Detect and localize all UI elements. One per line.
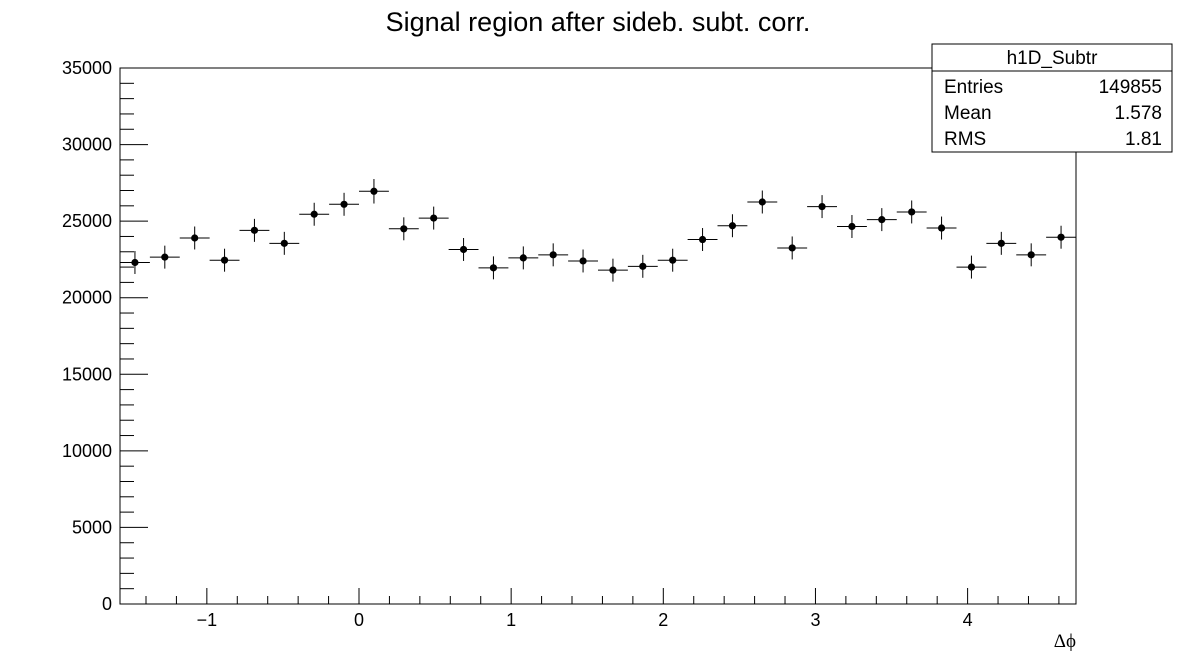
data-point: [986, 231, 1017, 255]
data-point: [508, 246, 539, 270]
plot-frame: [119, 67, 1077, 605]
data-marker: [818, 202, 826, 211]
data-marker: [1057, 233, 1065, 241]
data-point: [120, 251, 150, 274]
x-axis-label: Δϕ: [1054, 631, 1076, 652]
data-marker: [131, 258, 139, 267]
y-tick-label: 5000: [72, 517, 112, 537]
data-point: [209, 248, 240, 272]
data-point: [657, 248, 688, 272]
data-point: [1046, 225, 1076, 249]
data-point: [418, 206, 449, 230]
data-point: [448, 237, 479, 261]
data-point: [777, 236, 808, 260]
stats-box: h1D_Subtr Entries 149855 Mean 1.578 RMS …: [931, 43, 1173, 153]
y-tick-label: 10000: [62, 441, 112, 461]
data-marker: [669, 256, 677, 264]
data-marker: [340, 200, 348, 208]
data-marker: [758, 198, 766, 206]
data-point: [926, 216, 957, 240]
data-marks: [120, 179, 1076, 282]
data-marker: [848, 222, 856, 231]
stats-rms-label: RMS: [944, 129, 986, 150]
data-marker: [250, 226, 259, 234]
chart-title: Signal region after sideb. subt. corr.: [386, 7, 811, 37]
x-tick-label: 3: [810, 610, 820, 630]
data-marker: [698, 235, 707, 244]
y-tick-label: 20000: [62, 288, 112, 308]
data-marker: [310, 210, 318, 218]
data-marker: [280, 239, 288, 247]
data-marker: [370, 187, 378, 195]
data-marker: [459, 245, 468, 254]
stats-mean-label: Mean: [944, 103, 992, 124]
data-point: [388, 217, 419, 241]
data-marker: [937, 224, 946, 232]
data-marker: [161, 253, 169, 261]
data-marker: [400, 225, 408, 233]
stats-mean-value: 1.578: [1114, 103, 1162, 124]
data-point: [687, 228, 718, 252]
stats-box-name: h1D_Subtr: [1007, 48, 1099, 69]
stats-entries-value: 149855: [1099, 77, 1162, 98]
x-tick-label: 4: [963, 610, 973, 630]
y-tick-label: 15000: [62, 364, 112, 384]
data-point: [956, 255, 987, 279]
data-marker: [639, 262, 647, 270]
data-marker: [220, 256, 229, 264]
data-point: [478, 256, 509, 280]
data-point: [359, 179, 389, 204]
data-point: [269, 231, 300, 255]
data-marker: [967, 263, 976, 271]
data-marker: [878, 216, 886, 224]
data-point: [747, 190, 778, 214]
data-marker: [1027, 251, 1035, 259]
data-point: [866, 208, 897, 232]
data-point: [807, 195, 837, 219]
y-tick-label: 30000: [62, 135, 112, 155]
stats-box-frame: [931, 43, 1173, 153]
data-marker: [191, 234, 199, 242]
x-tick-label: 0: [354, 610, 364, 630]
data-marker: [430, 214, 438, 222]
data-point: [717, 214, 748, 238]
data-point: [896, 200, 927, 224]
data-point: [299, 202, 330, 226]
data-point: [149, 245, 180, 269]
stats-entries-label: Entries: [944, 77, 1003, 98]
data-point: [329, 192, 359, 216]
y-tick-label: 35000: [62, 58, 112, 78]
data-marker: [579, 257, 587, 265]
data-point: [538, 243, 569, 267]
y-tick-label: 0: [102, 594, 112, 614]
data-point: [239, 218, 270, 242]
x-tick-label: −1: [197, 610, 218, 630]
data-marker: [489, 264, 498, 272]
data-marker: [908, 208, 916, 216]
data-marker: [609, 266, 617, 274]
data-marker: [788, 244, 796, 252]
data-point: [627, 254, 658, 278]
stats-rms-value: 1.81: [1125, 129, 1162, 150]
data-marker: [519, 254, 527, 262]
data-point: [568, 249, 598, 273]
data-marker: [728, 222, 737, 230]
data-marker: [997, 239, 1005, 247]
data-point: [837, 215, 867, 238]
x-tick-label: 1: [506, 610, 516, 630]
data-point: [598, 258, 628, 282]
data-marker: [549, 251, 557, 259]
data-point: [1016, 243, 1047, 267]
x-tick-label: 2: [658, 610, 668, 630]
y-tick-label: 25000: [62, 211, 112, 231]
data-point: [179, 226, 210, 250]
